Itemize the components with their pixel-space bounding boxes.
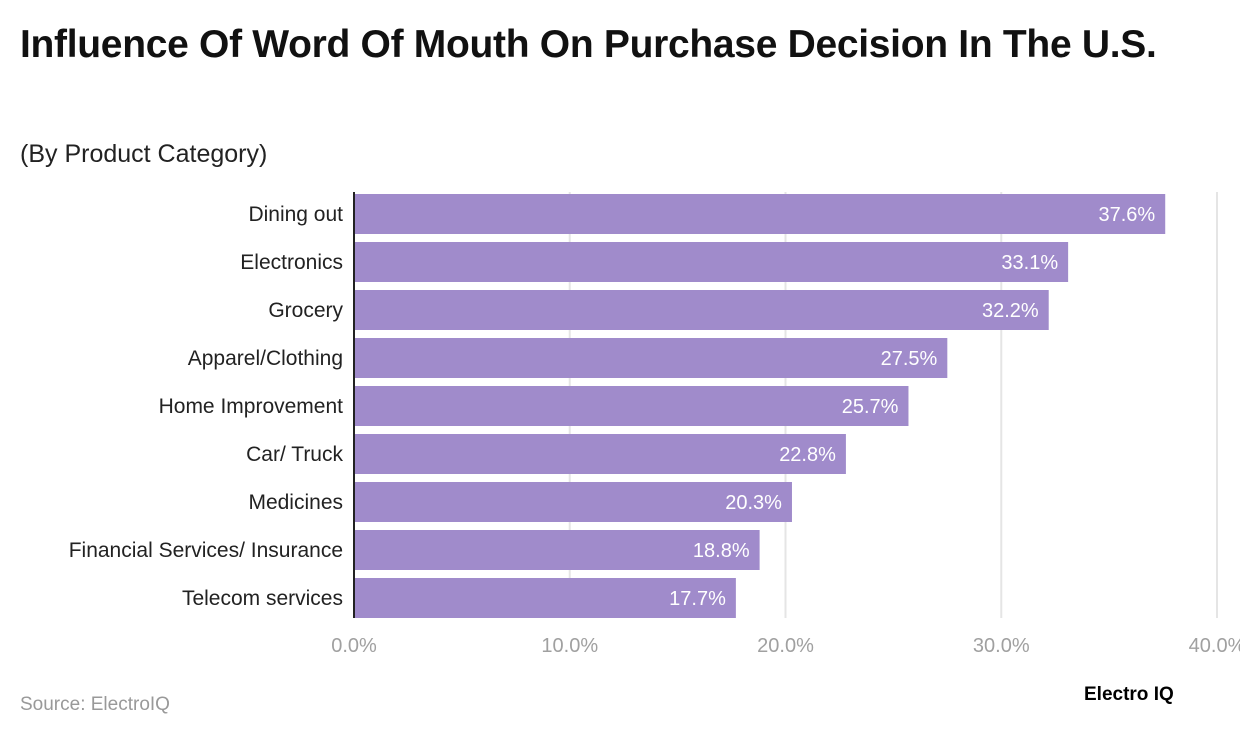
bar xyxy=(354,434,846,474)
data-label: 32.2% xyxy=(982,300,1039,322)
data-label: 27.5% xyxy=(881,348,938,370)
bar xyxy=(354,578,736,618)
bar xyxy=(354,194,1166,234)
category-label: Medicines xyxy=(248,491,343,514)
bar xyxy=(354,530,760,570)
bar xyxy=(354,290,1049,330)
bar xyxy=(354,386,909,426)
electro-iq-logo: Electro IQ xyxy=(1084,684,1174,705)
category-label: Electronics xyxy=(240,251,343,274)
source-note: Source: ElectroIQ xyxy=(20,694,170,715)
category-label: Grocery xyxy=(268,299,343,322)
bar xyxy=(354,338,948,378)
category-label: Dining out xyxy=(248,203,343,226)
x-tick-label: 10.0% xyxy=(541,635,598,657)
data-label: 25.7% xyxy=(842,396,899,418)
x-tick-label: 20.0% xyxy=(757,635,814,657)
x-tick-label: 40.0% xyxy=(1189,635,1240,657)
category-label: Telecom services xyxy=(182,587,343,610)
chart-subtitle: (By Product Category) xyxy=(20,140,268,168)
category-label: Home Improvement xyxy=(159,395,344,418)
category-label: Financial Services/ Insurance xyxy=(69,539,343,562)
category-label: Apparel/Clothing xyxy=(188,347,343,370)
data-label: 20.3% xyxy=(725,492,782,514)
data-label: 33.1% xyxy=(1001,252,1058,274)
bar xyxy=(354,242,1069,282)
data-label: 22.8% xyxy=(779,444,836,466)
x-tick-label: 30.0% xyxy=(973,635,1030,657)
x-tick-label: 0.0% xyxy=(331,635,377,657)
bar xyxy=(354,482,792,522)
data-label: 18.8% xyxy=(693,540,750,562)
data-label: 37.6% xyxy=(1099,204,1156,226)
category-label: Car/ Truck xyxy=(246,443,343,466)
data-label: 17.7% xyxy=(669,588,726,610)
chart-title: Influence Of Word Of Mouth On Purchase D… xyxy=(20,23,1157,66)
